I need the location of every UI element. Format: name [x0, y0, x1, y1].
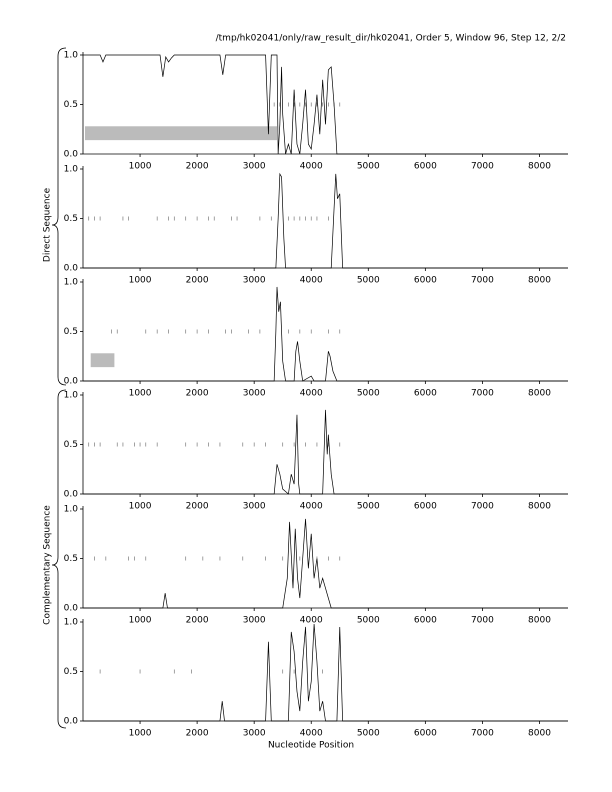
x-tick-label: 3000 [243, 616, 266, 626]
x-tick-label: 3000 [243, 502, 266, 512]
y-tick-label: 0.0 [64, 264, 79, 274]
x-tick-label: 4000 [300, 389, 323, 399]
x-tick-label: 2000 [186, 729, 209, 739]
x-tick-label: 3000 [243, 729, 266, 739]
y-tick-label: 1.0 [64, 51, 79, 61]
x-tick-label: 7000 [471, 276, 494, 286]
chart-title: /tmp/hk02041/only/raw_result_dir/hk02041… [216, 34, 566, 44]
x-tick-label: 1000 [129, 729, 152, 739]
x-tick-label: 6000 [414, 729, 437, 739]
x-tick-label: 7000 [471, 389, 494, 399]
x-tick-label: 2000 [186, 276, 209, 286]
y-tick-label: 0.5 [64, 440, 78, 450]
y-tick-label: 1.0 [64, 278, 79, 288]
series-line [83, 409, 568, 495]
x-tick-label: 1000 [129, 389, 152, 399]
x-tick-label: 5000 [357, 616, 380, 626]
x-tick-label: 8000 [528, 389, 551, 399]
series-line [83, 518, 568, 609]
x-tick-label: 6000 [414, 276, 437, 286]
region-box [90, 353, 115, 368]
x-tick-label: 5000 [357, 502, 380, 512]
x-tick-label: 7000 [471, 729, 494, 739]
y-tick-label: 1.0 [64, 391, 79, 401]
x-tick-label: 3000 [243, 276, 266, 286]
x-axis-label: Nucleotide Position [268, 741, 354, 751]
x-tick-label: 4000 [300, 729, 323, 739]
x-tick-label: 8000 [528, 276, 551, 286]
x-tick-label: 2000 [186, 502, 209, 512]
x-tick-label: 7000 [471, 616, 494, 626]
x-tick-label: 8000 [528, 502, 551, 512]
x-tick-label: 8000 [528, 729, 551, 739]
x-tick-label: 3000 [243, 162, 266, 172]
series-line [83, 54, 568, 155]
x-tick-label: 5000 [357, 729, 380, 739]
x-tick-label: 5000 [357, 162, 380, 172]
x-tick-label: 6000 [414, 502, 437, 512]
y-tick-label: 1.0 [64, 618, 79, 628]
x-tick-label: 7000 [471, 162, 494, 172]
y-tick-label: 0.5 [64, 554, 78, 564]
x-tick-label: 6000 [414, 616, 437, 626]
x-tick-label: 6000 [414, 162, 437, 172]
y-tick-label: 0.5 [64, 214, 78, 224]
x-tick-label: 1000 [129, 162, 152, 172]
x-tick-label: 4000 [300, 276, 323, 286]
group-brace [51, 389, 67, 729]
y-tick-label: 0.0 [64, 490, 79, 500]
y-tick-label: 0.5 [64, 100, 78, 110]
group-label: Direct Sequence [43, 187, 53, 262]
y-tick-label: 1.0 [64, 505, 79, 515]
x-tick-label: 4000 [300, 162, 323, 172]
x-tick-label: 5000 [357, 276, 380, 286]
x-tick-label: 8000 [528, 162, 551, 172]
series-line [83, 286, 568, 382]
x-tick-label: 3000 [243, 389, 266, 399]
series-line [83, 623, 568, 722]
x-tick-label: 2000 [186, 616, 209, 626]
x-tick-label: 1000 [129, 502, 152, 512]
y-tick-label: 0.0 [64, 604, 79, 614]
y-tick-label: 0.0 [64, 377, 79, 387]
y-tick-label: 0.0 [64, 150, 79, 160]
series-line [83, 172, 568, 269]
y-tick-label: 1.0 [64, 165, 79, 175]
x-tick-label: 4000 [300, 616, 323, 626]
x-tick-label: 2000 [186, 389, 209, 399]
region-box [85, 126, 277, 141]
x-tick-label: 6000 [414, 389, 437, 399]
x-tick-label: 4000 [300, 502, 323, 512]
x-tick-label: 2000 [186, 162, 209, 172]
x-tick-label: 8000 [528, 616, 551, 626]
group-label: Complementary Sequence [43, 505, 53, 625]
x-tick-label: 7000 [471, 502, 494, 512]
y-tick-label: 0.5 [64, 327, 78, 337]
x-tick-label: 1000 [129, 276, 152, 286]
y-tick-label: 0.5 [64, 667, 78, 677]
group-brace [51, 47, 67, 386]
x-tick-label: 1000 [129, 616, 152, 626]
y-tick-label: 0.0 [64, 717, 79, 727]
x-tick-label: 5000 [357, 389, 380, 399]
